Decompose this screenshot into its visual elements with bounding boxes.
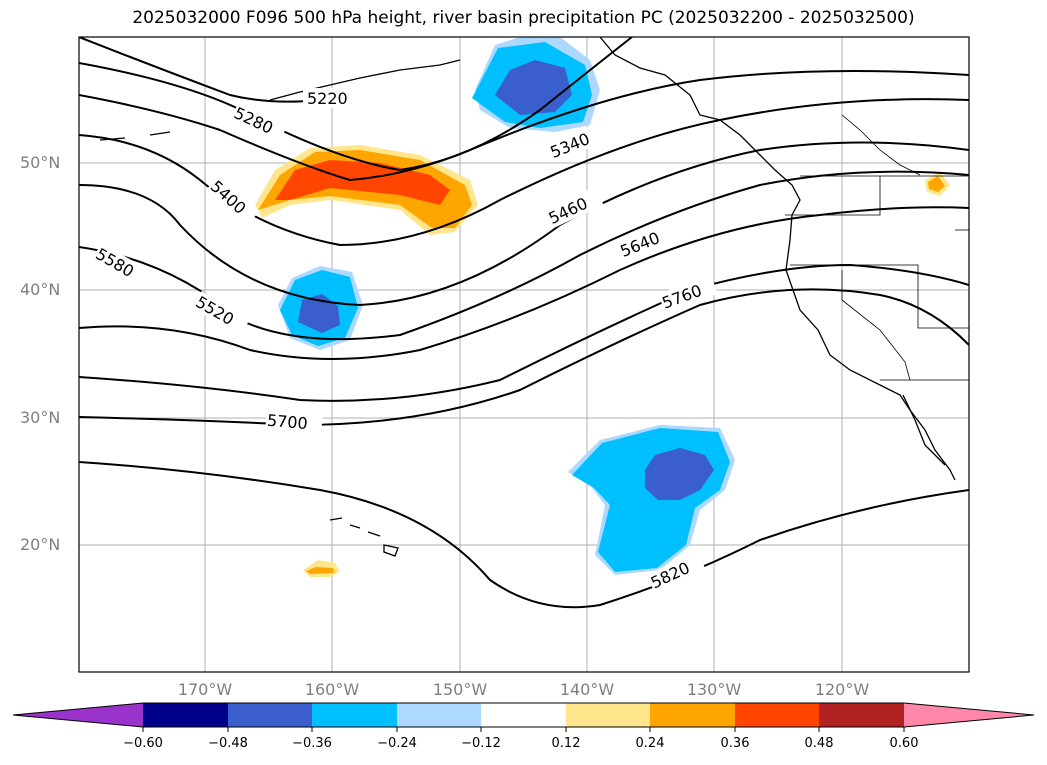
contour-label-5280: 5280	[231, 103, 276, 137]
colorbar-segment	[397, 703, 482, 727]
lon-label-140w: 140°W	[559, 680, 615, 699]
colorbar-tick-label: −0.60	[123, 736, 163, 751]
lon-label-170w: 170°W	[177, 680, 233, 699]
colorbar-segment	[228, 703, 313, 727]
colorbar-tick-label: 0.36	[720, 736, 750, 751]
contour-label-5520: 5520	[192, 292, 237, 329]
contour-label-5340: 5340	[548, 129, 593, 162]
colorbar-segment	[481, 703, 567, 727]
lat-label-50n: 50°N	[20, 153, 61, 172]
colorbar-tick-label: 0.48	[804, 736, 834, 751]
contour-label-5580: 5580	[92, 244, 137, 281]
colorbar-segment	[312, 703, 398, 727]
colorbar-tick-label: −0.48	[208, 736, 248, 751]
contour-label-5700: 5700	[266, 411, 308, 433]
lon-label-150w: 150°W	[432, 680, 488, 699]
colorbar-extend-high	[904, 703, 1034, 727]
height-contours	[79, 37, 969, 609]
colorbar-tick-label: −0.36	[292, 736, 332, 751]
contour-label-5220: 5220	[307, 89, 348, 108]
colorbar-tick-label: −0.12	[461, 736, 501, 751]
chart-title: 2025032000 F096 500 hPa height, river ba…	[132, 8, 915, 28]
map-content: 5220 5280 5340 5400 5460 5520 5580 5640 …	[79, 37, 969, 672]
lon-label-130w: 130°W	[686, 680, 742, 699]
coastlines	[99, 37, 956, 557]
contour-label-5460: 5460	[546, 194, 591, 228]
borders	[785, 114, 969, 381]
lon-label-120w: 120°W	[814, 680, 870, 699]
lat-label-20n: 20°N	[20, 535, 61, 554]
colorbar-tick-label: 0.12	[551, 736, 581, 751]
contour-label-5760: 5760	[660, 281, 705, 313]
colorbar-segment	[566, 703, 651, 727]
colorbar-extend-low	[13, 703, 143, 727]
colorbar-segment	[819, 703, 905, 727]
colorbar-segment	[735, 703, 820, 727]
gridlines	[79, 37, 969, 672]
colorbar-tick-label: 0.24	[635, 736, 665, 751]
colorbar-segment	[143, 703, 229, 727]
lon-label-160w: 160°W	[304, 680, 360, 699]
lat-label-30n: 30°N	[20, 408, 61, 427]
map-frame	[78, 36, 970, 673]
colorbar	[12, 702, 1035, 732]
colorbar-segment	[650, 703, 736, 727]
lat-label-40n: 40°N	[20, 280, 61, 299]
colorbar-tick-label: 0.60	[889, 736, 919, 751]
colorbar-tick-label: −0.24	[377, 736, 417, 751]
